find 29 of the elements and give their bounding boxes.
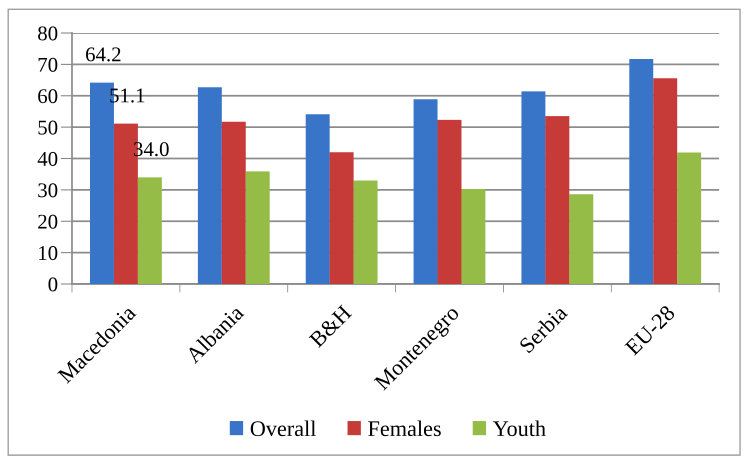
bar [653, 78, 678, 284]
y-tick-label: 60 [38, 89, 58, 104]
legend-label: Overall [250, 420, 316, 436]
y-tick-label: 0 [48, 277, 58, 292]
y-tick-label: 50 [38, 120, 58, 135]
bar [306, 114, 330, 284]
bar [138, 177, 162, 284]
bar [461, 188, 486, 284]
bar [521, 91, 546, 284]
data-label: 64.2 [86, 47, 120, 62]
y-tick-label: 70 [38, 58, 58, 72]
bar [545, 116, 570, 284]
y-tick-label: 10 [39, 246, 58, 260]
bar [354, 180, 378, 284]
bar [438, 120, 462, 284]
y-tick-label: 40 [38, 152, 58, 166]
bar [222, 122, 246, 284]
y-tick-label: 80 [38, 26, 58, 40]
bar [414, 99, 438, 284]
bar [246, 171, 270, 284]
bar [629, 59, 654, 284]
bar [198, 87, 222, 284]
bar [330, 152, 354, 284]
y-tick-label: 20 [38, 214, 58, 229]
legend-label: Youth [492, 420, 546, 436]
bar [569, 194, 594, 284]
legend-label: Females [368, 420, 441, 436]
y-tick-label: 30 [38, 183, 58, 198]
bar [677, 152, 702, 284]
